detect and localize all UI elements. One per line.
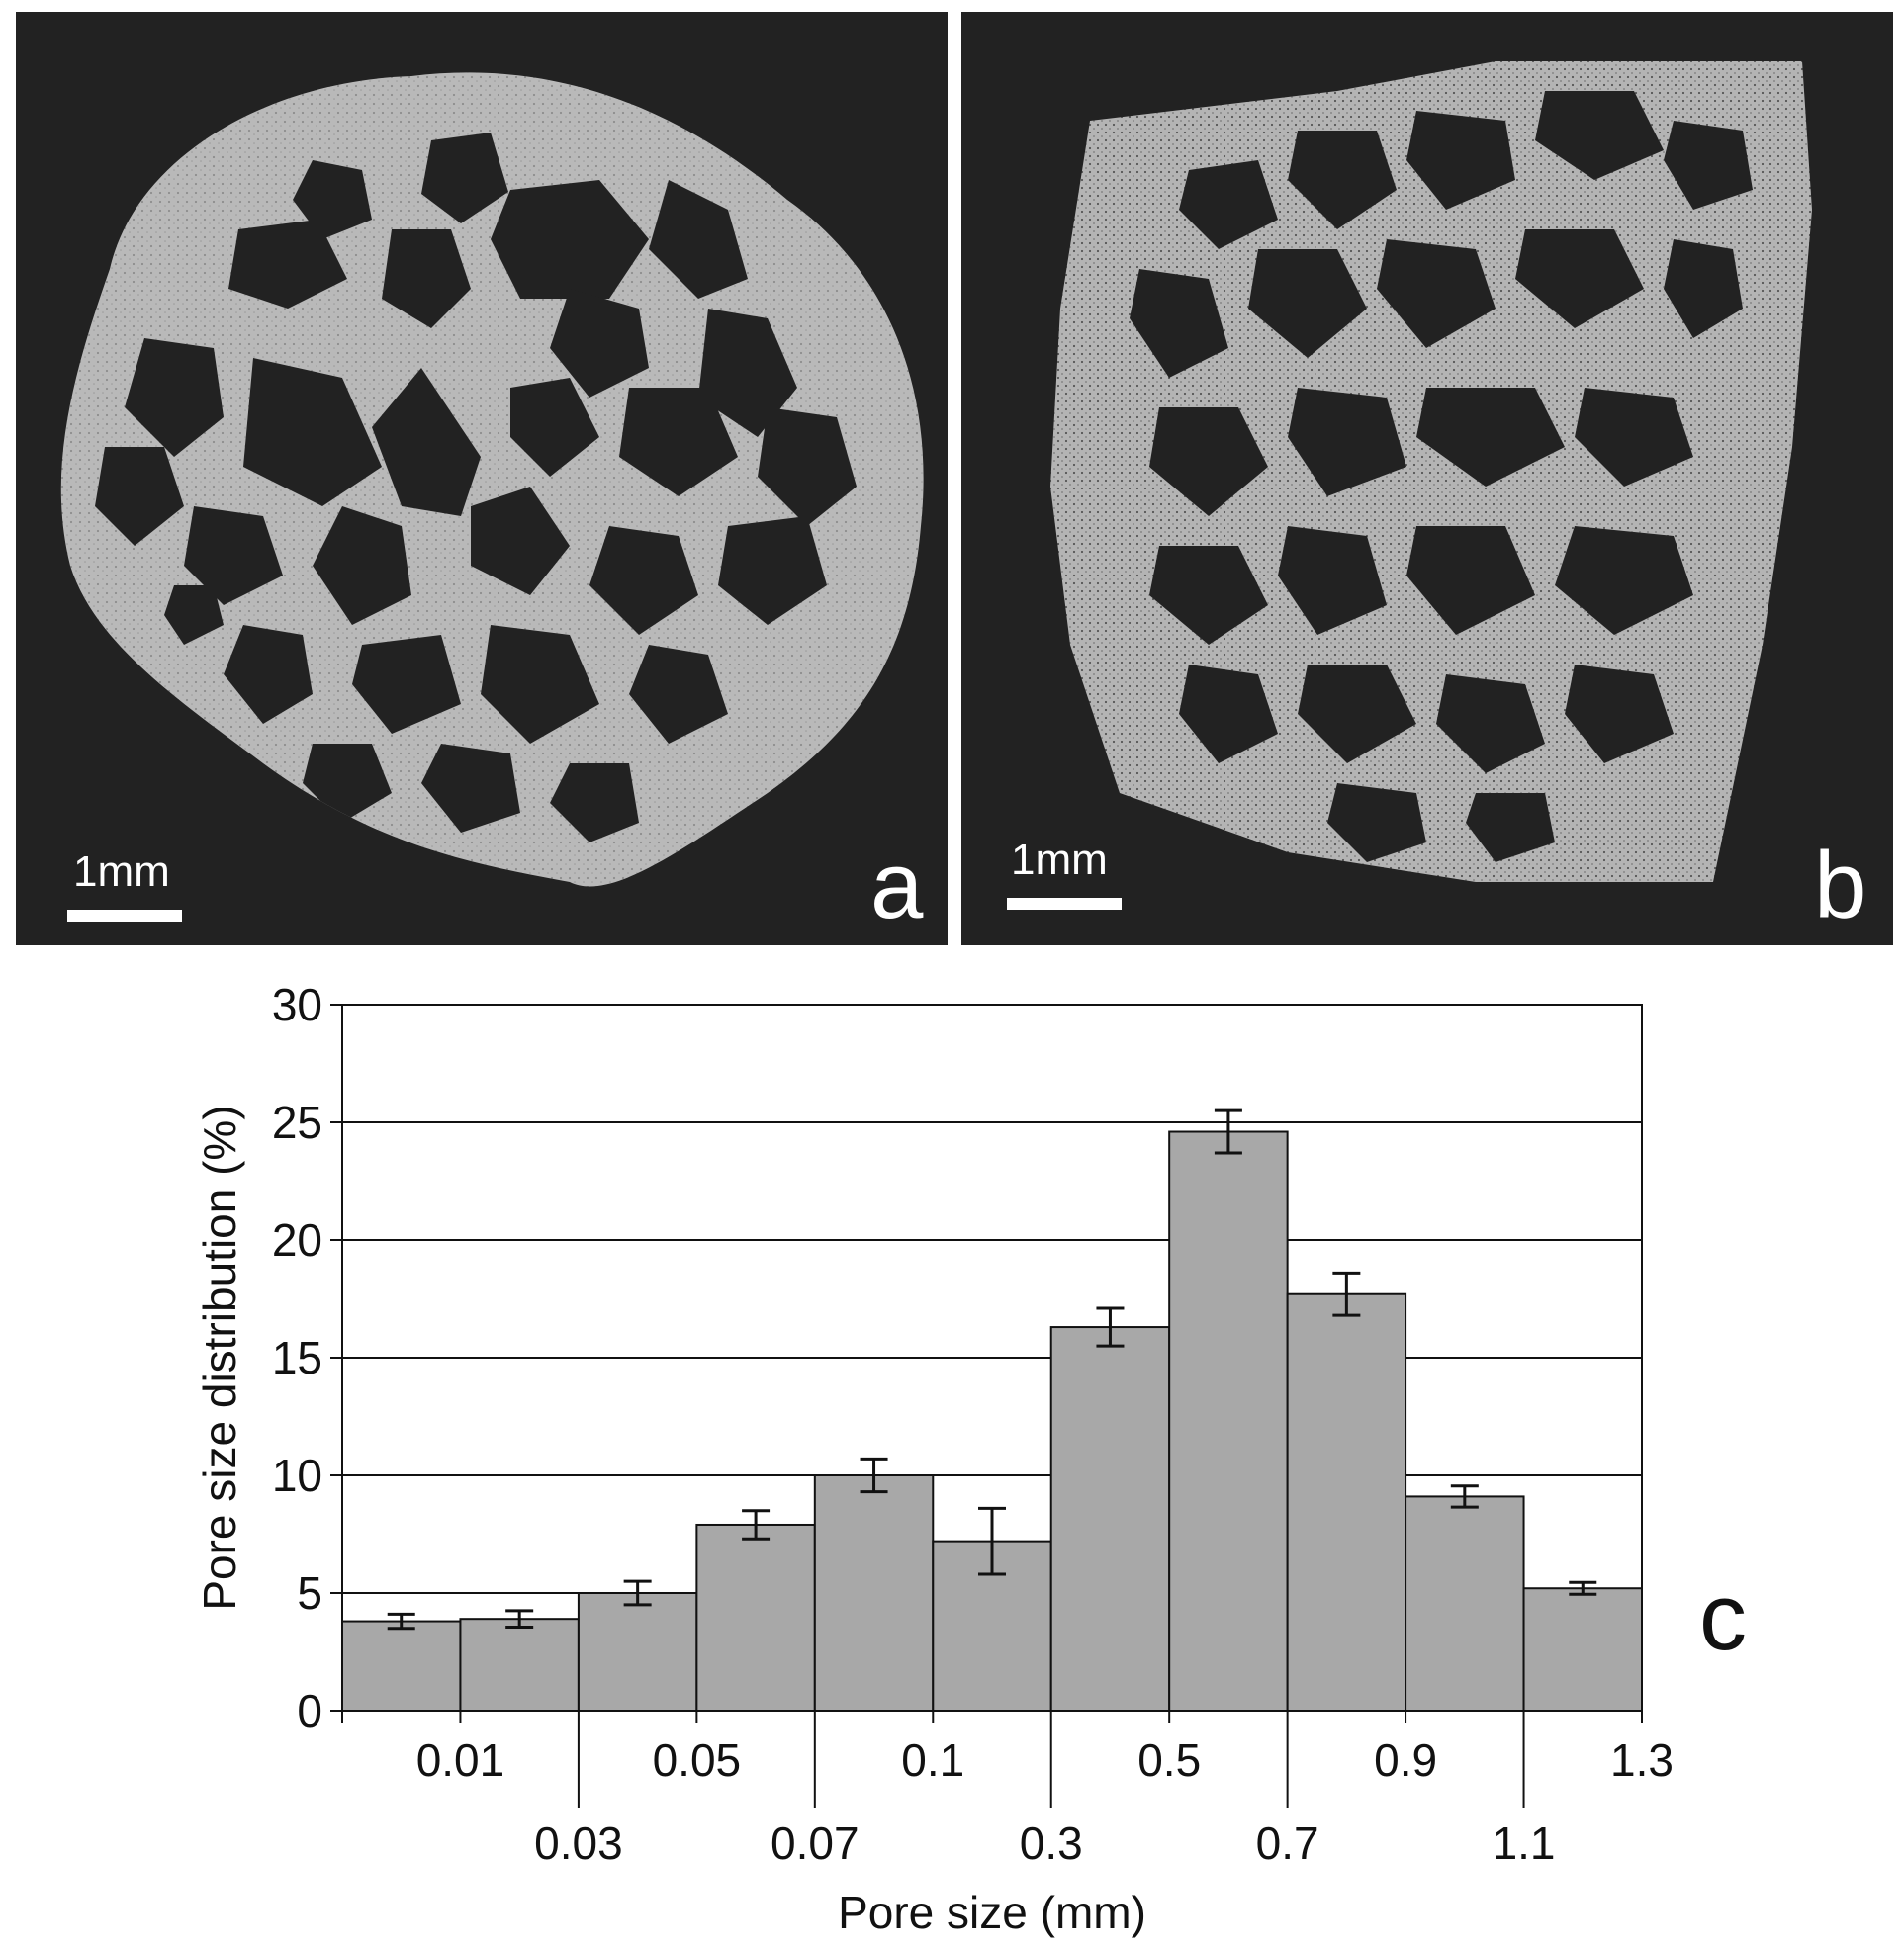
panel-label: c [1699,1564,1747,1670]
bar [1049,1326,1171,1712]
error-bar [1450,1484,1479,1509]
bar [813,1474,935,1712]
panel-label: b [1814,833,1867,938]
x-tick-label: 0.3 [1020,1817,1083,1869]
x-axis-label: Pore size (mm) [838,1887,1146,1938]
scale-bar [67,910,182,922]
x-axis-ticks: 0.01 0.03 0.05 0.07 0.1 0.3 0.5 0.7 0.9 1.1 1.3 [341,1711,1674,1869]
scaffold-texture-a [60,72,924,887]
x-tick-label: 0.5 [1137,1734,1201,1786]
y-axis-label: Pore size distribution (%) [194,1105,245,1610]
y-tick-label: 5 [297,1567,322,1619]
x-tick-label: 0.07 [771,1817,860,1869]
bar [459,1618,580,1712]
x-tick-label: 0.01 [416,1734,505,1786]
y-tick-label: 15 [272,1332,322,1383]
error-bar [1569,1580,1597,1596]
x-tick-label: 0.03 [534,1817,623,1869]
scale-bar-label: 1mm [73,847,170,896]
x-tick-label: 0.9 [1374,1734,1437,1786]
bar [341,1620,462,1712]
bar [1168,1130,1289,1712]
bar [695,1523,816,1712]
error-bar [623,1579,652,1607]
scale-bar-label: 1mm [1011,836,1108,884]
micro-ct-image-b: 1mm b [961,12,1893,945]
scaffold-texture-b [1050,61,1812,882]
error-bar [1214,1108,1242,1155]
bar [1405,1495,1525,1712]
error-bar [387,1612,415,1631]
bar [1522,1587,1643,1712]
y-tick-label: 30 [272,979,322,1030]
scale-bar [1007,898,1122,910]
y-tick-label: 0 [297,1685,322,1736]
bar [577,1592,698,1712]
bar [1286,1292,1407,1712]
error-bar [1332,1271,1361,1317]
error-bar [978,1506,1006,1576]
micro-ct-image-a: 1mm a [16,12,948,945]
y-axis-ticks: 0 5 10 15 20 25 30 [272,979,342,1736]
error-bar [742,1509,771,1541]
x-tick-label: 0.05 [653,1734,742,1786]
x-tick-label: 0.1 [901,1734,964,1786]
error-bar [505,1609,534,1630]
x-tick-label: 0.7 [1256,1817,1319,1869]
error-bar [1096,1306,1125,1348]
y-tick-label: 20 [272,1214,322,1266]
panel-label: a [870,833,924,938]
y-tick-label: 10 [272,1450,322,1501]
error-bars [387,1108,1597,1631]
y-tick-label: 25 [272,1097,322,1148]
x-tick-label: 1.1 [1493,1817,1556,1869]
error-bar [860,1457,888,1494]
x-tick-label: 1.3 [1610,1734,1674,1786]
bars [341,1130,1643,1713]
